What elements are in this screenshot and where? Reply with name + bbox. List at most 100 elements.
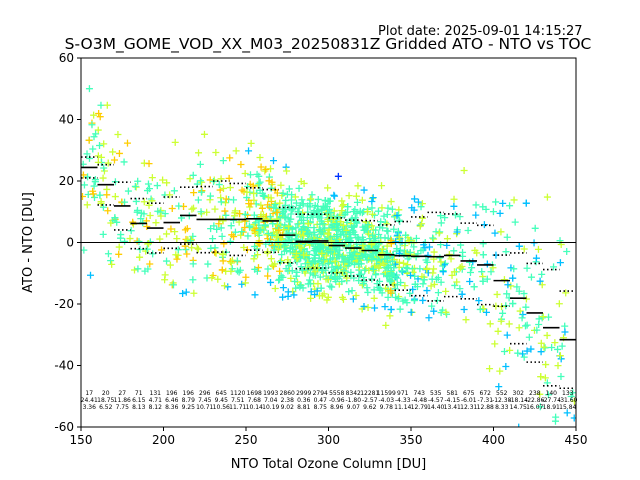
data-point bbox=[342, 209, 350, 217]
data-point bbox=[381, 303, 389, 311]
data-point bbox=[254, 251, 262, 259]
data-point bbox=[297, 263, 305, 271]
data-point bbox=[399, 268, 407, 276]
data-point bbox=[359, 273, 367, 281]
data-point bbox=[540, 457, 547, 464]
data-point bbox=[323, 296, 331, 304]
bin-count-label: 675 bbox=[463, 390, 475, 397]
data-point bbox=[83, 150, 91, 158]
data-point bbox=[443, 235, 451, 243]
data-point bbox=[267, 184, 275, 192]
bin-count-label: 8342 bbox=[346, 390, 361, 397]
bin-mean-label: 0.47 bbox=[314, 397, 328, 404]
data-point bbox=[233, 257, 241, 265]
data-point bbox=[475, 297, 483, 305]
data-point bbox=[134, 177, 142, 185]
data-point bbox=[120, 158, 128, 166]
data-point bbox=[104, 207, 112, 215]
data-point bbox=[90, 111, 98, 119]
data-point bbox=[430, 280, 438, 288]
bin-std-label: 10.56 bbox=[213, 404, 230, 411]
data-point bbox=[451, 211, 459, 219]
data-point bbox=[299, 216, 307, 224]
data-point bbox=[519, 310, 527, 318]
data-point bbox=[370, 286, 378, 294]
data-point bbox=[245, 147, 253, 155]
data-point bbox=[355, 235, 363, 243]
data-point bbox=[470, 283, 478, 291]
data-point bbox=[334, 225, 342, 233]
data-point bbox=[343, 218, 351, 226]
data-point bbox=[121, 237, 129, 245]
data-point bbox=[441, 214, 449, 222]
data-point bbox=[441, 259, 449, 267]
data-point bbox=[434, 273, 442, 281]
data-point bbox=[419, 280, 427, 288]
data-point bbox=[316, 273, 324, 281]
data-point bbox=[198, 178, 206, 186]
data-point bbox=[249, 182, 257, 190]
data-point bbox=[250, 220, 258, 228]
data-point bbox=[264, 201, 272, 209]
data-point bbox=[304, 219, 312, 227]
data-point bbox=[163, 257, 171, 265]
data-point bbox=[123, 139, 131, 147]
bin-mean-label: -12.38 bbox=[492, 397, 512, 404]
bin-std-label: 11.14 bbox=[394, 404, 411, 411]
data-point bbox=[497, 228, 505, 236]
data-point bbox=[390, 225, 398, 233]
data-point bbox=[369, 231, 377, 239]
data-point bbox=[338, 197, 346, 205]
data-point bbox=[378, 204, 386, 212]
data-point bbox=[361, 250, 369, 258]
data-point bbox=[310, 254, 318, 262]
data-point bbox=[241, 210, 249, 218]
data-point bbox=[308, 211, 316, 219]
data-point bbox=[257, 163, 265, 171]
data-point bbox=[311, 268, 319, 276]
bin-mean-label: 7.51 bbox=[231, 397, 245, 404]
data-point bbox=[516, 434, 523, 441]
bin-mean-label: -0.96 bbox=[329, 397, 345, 404]
data-point bbox=[145, 201, 153, 209]
data-point bbox=[350, 208, 358, 216]
y-tick-label: -20 bbox=[54, 297, 74, 311]
data-point bbox=[375, 231, 383, 239]
data-point bbox=[406, 249, 414, 257]
data-point bbox=[421, 244, 429, 252]
data-point bbox=[386, 275, 394, 283]
data-point bbox=[453, 228, 461, 236]
data-point bbox=[304, 230, 312, 238]
x-tick-label: 200 bbox=[152, 433, 175, 447]
bin-mean-label: 7.68 bbox=[248, 397, 262, 404]
data-point bbox=[279, 205, 287, 213]
data-point bbox=[97, 101, 105, 109]
bin-std-label: 14.75 bbox=[510, 404, 527, 411]
data-point bbox=[563, 247, 571, 255]
bin-std-label: 8.96 bbox=[330, 404, 344, 411]
data-point bbox=[215, 181, 223, 189]
data-point bbox=[144, 240, 152, 248]
bin-count-label: 971 bbox=[397, 390, 409, 397]
data-point bbox=[246, 203, 254, 211]
data-point bbox=[542, 361, 550, 369]
data-point bbox=[320, 256, 328, 264]
data-point bbox=[87, 271, 95, 279]
data-point bbox=[364, 303, 372, 311]
data-point bbox=[375, 264, 383, 272]
data-point bbox=[544, 391, 552, 399]
data-point bbox=[552, 413, 560, 421]
data-point bbox=[354, 182, 362, 190]
data-point bbox=[317, 284, 325, 292]
data-point bbox=[383, 220, 391, 228]
bin-std-label: 14.40 bbox=[427, 404, 444, 411]
data-point bbox=[141, 267, 149, 275]
data-point bbox=[453, 278, 461, 286]
data-point bbox=[136, 253, 144, 261]
data-point bbox=[398, 267, 406, 275]
bin-mean-label: 18.75 bbox=[97, 397, 114, 404]
data-point bbox=[563, 409, 571, 417]
data-point bbox=[418, 214, 426, 222]
data-point bbox=[416, 265, 424, 273]
data-point bbox=[537, 373, 545, 381]
